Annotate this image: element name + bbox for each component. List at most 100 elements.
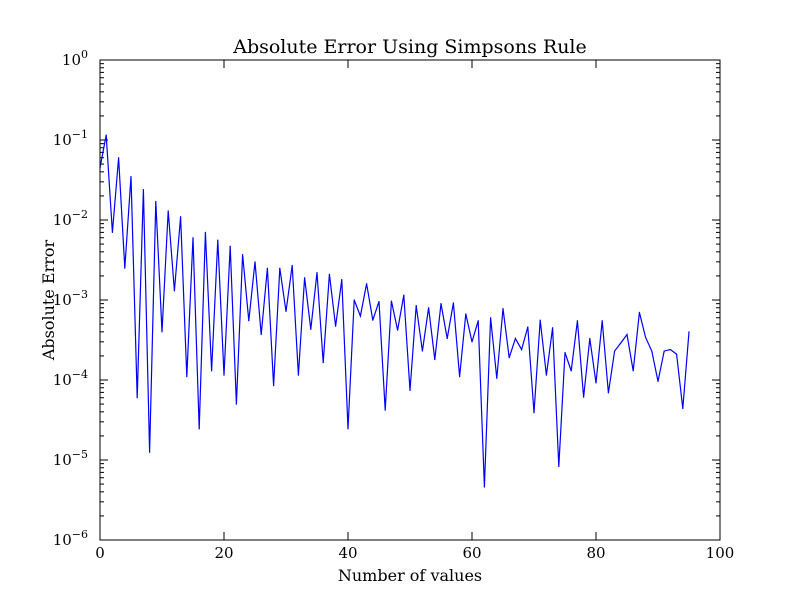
y-tick-label: 10−4 (53, 368, 88, 389)
data-point (434, 358, 436, 361)
data-point (663, 350, 665, 352)
data-point (682, 407, 684, 410)
data-point (366, 283, 368, 285)
x-tick-label: 100 (706, 544, 735, 562)
data-point (626, 333, 628, 336)
data-point (607, 392, 610, 394)
data-point (167, 210, 169, 212)
data-point (111, 231, 113, 233)
data-point (322, 362, 324, 364)
data-point (452, 302, 454, 304)
data-point (204, 231, 206, 233)
data-point (564, 352, 566, 354)
data-point (229, 245, 231, 247)
data-point (570, 370, 572, 372)
data-point (638, 311, 641, 313)
data-point (186, 376, 188, 378)
data-point (211, 370, 213, 372)
data-point (291, 264, 293, 267)
data-point (384, 409, 386, 411)
y-tick-label: 10−2 (53, 208, 88, 229)
data-point (657, 380, 659, 383)
data-point (428, 307, 430, 309)
data-point (521, 348, 523, 351)
data-point (161, 331, 163, 333)
data-point (316, 272, 318, 274)
data-point (508, 357, 510, 359)
data-point (180, 216, 182, 218)
x-tick-label: 0 (95, 544, 105, 562)
data-point (359, 315, 361, 317)
data-point (149, 451, 151, 453)
y-tick-label: 10−3 (53, 288, 88, 309)
data-point (620, 342, 622, 344)
data-point (235, 403, 237, 405)
data-point (353, 299, 355, 301)
data-point (459, 376, 461, 378)
data-point (105, 134, 107, 136)
y-tick-label: 100 (62, 48, 88, 69)
data-point (372, 319, 374, 321)
data-point (409, 389, 411, 392)
data-point (651, 350, 653, 352)
data-point (539, 319, 541, 321)
data-point (688, 331, 690, 333)
data-point (192, 237, 194, 239)
data-point (223, 374, 225, 376)
data-point (341, 278, 343, 281)
data-point (676, 353, 678, 355)
data-point (477, 320, 479, 322)
data-point (533, 412, 535, 414)
data-point (583, 396, 585, 398)
data-point (601, 320, 603, 322)
data-point (490, 317, 492, 319)
data-point (403, 294, 405, 296)
data-point (514, 337, 517, 340)
data-point (248, 320, 250, 322)
data-point (347, 428, 349, 430)
data-point (440, 303, 442, 305)
x-axis-label: Number of values (338, 566, 482, 585)
data-point (242, 253, 244, 256)
data-point (645, 336, 647, 339)
x-tick-label: 60 (462, 544, 481, 562)
data-point (285, 310, 287, 313)
data-point (304, 277, 306, 279)
data-point (483, 486, 485, 488)
x-tick-label: 80 (586, 544, 605, 562)
data-point (136, 397, 138, 399)
data-point (217, 239, 219, 241)
data-point (632, 370, 634, 372)
data-point (297, 374, 299, 376)
y-tick-label: 10−1 (53, 128, 88, 149)
data-point (552, 327, 554, 329)
data-point (155, 200, 157, 203)
y-axis-label: Absolute Error (39, 240, 58, 362)
y-tick-label: 10−6 (53, 528, 88, 549)
data-point (614, 350, 616, 352)
data-point (173, 290, 175, 292)
data-point (130, 175, 132, 178)
data-point (595, 382, 597, 384)
data-point (254, 261, 256, 263)
data-point (378, 300, 380, 303)
data-point (273, 385, 275, 387)
data-point (397, 329, 399, 331)
data-point (527, 326, 529, 328)
data-point (335, 325, 337, 327)
data-point (446, 337, 448, 340)
x-tick-label: 40 (338, 544, 357, 562)
data-point (471, 341, 473, 343)
chart-title: Absolute Error Using Simpsons Rule (232, 36, 587, 58)
data-point (328, 273, 330, 275)
data-point (266, 267, 268, 269)
data-point (279, 267, 281, 269)
data-point (496, 377, 498, 379)
series-group (99, 134, 690, 488)
data-point (260, 333, 262, 336)
data-point (415, 305, 417, 307)
x-tick-label: 20 (214, 544, 233, 562)
data-point (589, 337, 591, 340)
